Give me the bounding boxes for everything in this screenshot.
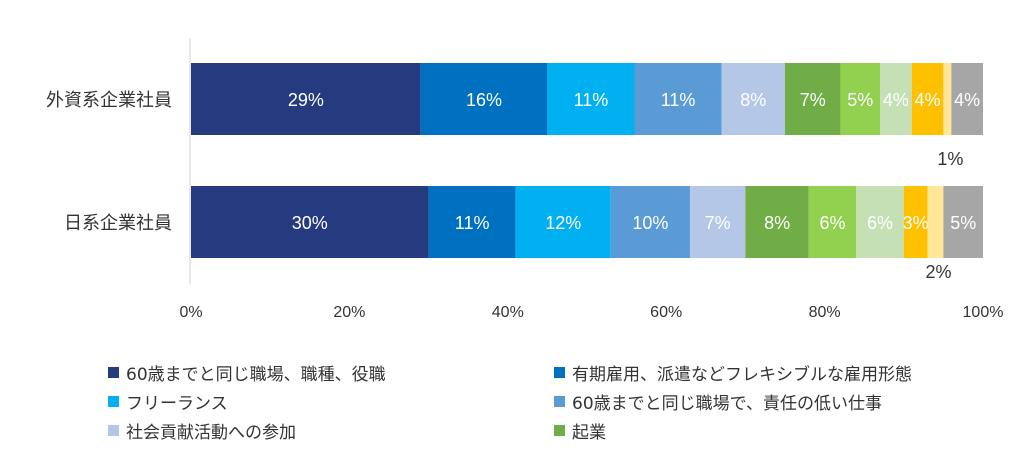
legend-item: 有期雇用、派遣などフレキシブルな雇用形態 (554, 360, 912, 385)
bar-segment (840, 63, 881, 135)
data-label: 7% (800, 90, 826, 110)
data-label: 2% (925, 262, 951, 282)
legend-swatch (108, 425, 119, 436)
legend-swatch (108, 367, 119, 378)
data-label: 11% (574, 90, 609, 110)
legend-item: 60歳までと同じ職場で、責任の低い仕事 (554, 389, 882, 414)
data-label: 5% (950, 213, 976, 233)
legend-item: フリーランス (108, 389, 228, 414)
x-tick-label: 100% (963, 304, 1004, 321)
category-label: 日系企業社員 (64, 213, 172, 234)
legend-label: 有期雇用、派遣などフレキシブルな雇用形態 (572, 365, 912, 385)
data-label: 10% (632, 213, 668, 233)
bar-segment (420, 63, 548, 135)
x-tick-label: 0% (179, 304, 202, 321)
bar-segment (191, 186, 429, 258)
legend-label: 60歳までと同じ職場で、責任の低い仕事 (572, 394, 882, 414)
bar-segment (880, 63, 912, 135)
data-label: 4% (915, 90, 941, 110)
data-label: 7% (705, 213, 731, 233)
bar-segment (428, 186, 516, 258)
data-label: 4% (883, 90, 909, 110)
bar-segment (689, 186, 746, 258)
bar-segment (927, 186, 944, 258)
data-label: 1% (937, 149, 963, 169)
bar-segment (943, 63, 952, 135)
data-label: 8% (764, 213, 790, 233)
legend-swatch (554, 396, 565, 407)
bar-segment (808, 186, 857, 258)
data-label: 6% (820, 213, 846, 233)
bar-segment (610, 186, 690, 258)
legend-swatch (554, 425, 565, 436)
legend-swatch (554, 367, 565, 378)
x-tick-label: 20% (333, 304, 365, 321)
x-tick-label: 60% (650, 304, 682, 321)
legend-label: 起業 (572, 423, 606, 443)
legend-item: 60歳までと同じ職場、職種、役職 (108, 360, 386, 385)
legend-label: 社会貢献活動への参加 (126, 423, 296, 443)
data-label: 29% (288, 90, 324, 110)
data-label: 4% (954, 90, 980, 110)
bar-segment (745, 186, 809, 258)
legend-item: 社会貢献活動への参加 (108, 418, 296, 443)
data-label: 11% (661, 90, 696, 110)
category-label: 外資系企業社員 (46, 90, 172, 111)
x-tick-label: 80% (809, 304, 841, 321)
legend-swatch (108, 396, 119, 407)
bar-segment (721, 63, 785, 135)
data-label: 5% (847, 90, 873, 110)
bar-segment (903, 186, 928, 258)
data-label: 6% (867, 213, 893, 233)
legend-item: 起業 (554, 418, 606, 443)
data-label: 8% (740, 90, 766, 110)
bar-segment (943, 186, 983, 258)
data-label: 12% (545, 213, 581, 233)
x-tick-label: 40% (492, 304, 524, 321)
bar-segment (856, 186, 904, 258)
data-label: 11% (455, 213, 490, 233)
legend-label: 60歳までと同じ職場、職種、役職 (126, 365, 386, 385)
data-label: 30% (292, 213, 328, 233)
bar-segment (911, 63, 944, 135)
bar-segment (547, 63, 635, 135)
bar-segment (191, 63, 421, 135)
data-label: 16% (466, 90, 502, 110)
bar-segment (951, 63, 983, 135)
bar-segment (515, 186, 611, 258)
bar-segment (785, 63, 841, 135)
bar-segment (634, 63, 722, 135)
data-label: 3% (903, 213, 929, 233)
legend-label: フリーランス (126, 394, 228, 414)
